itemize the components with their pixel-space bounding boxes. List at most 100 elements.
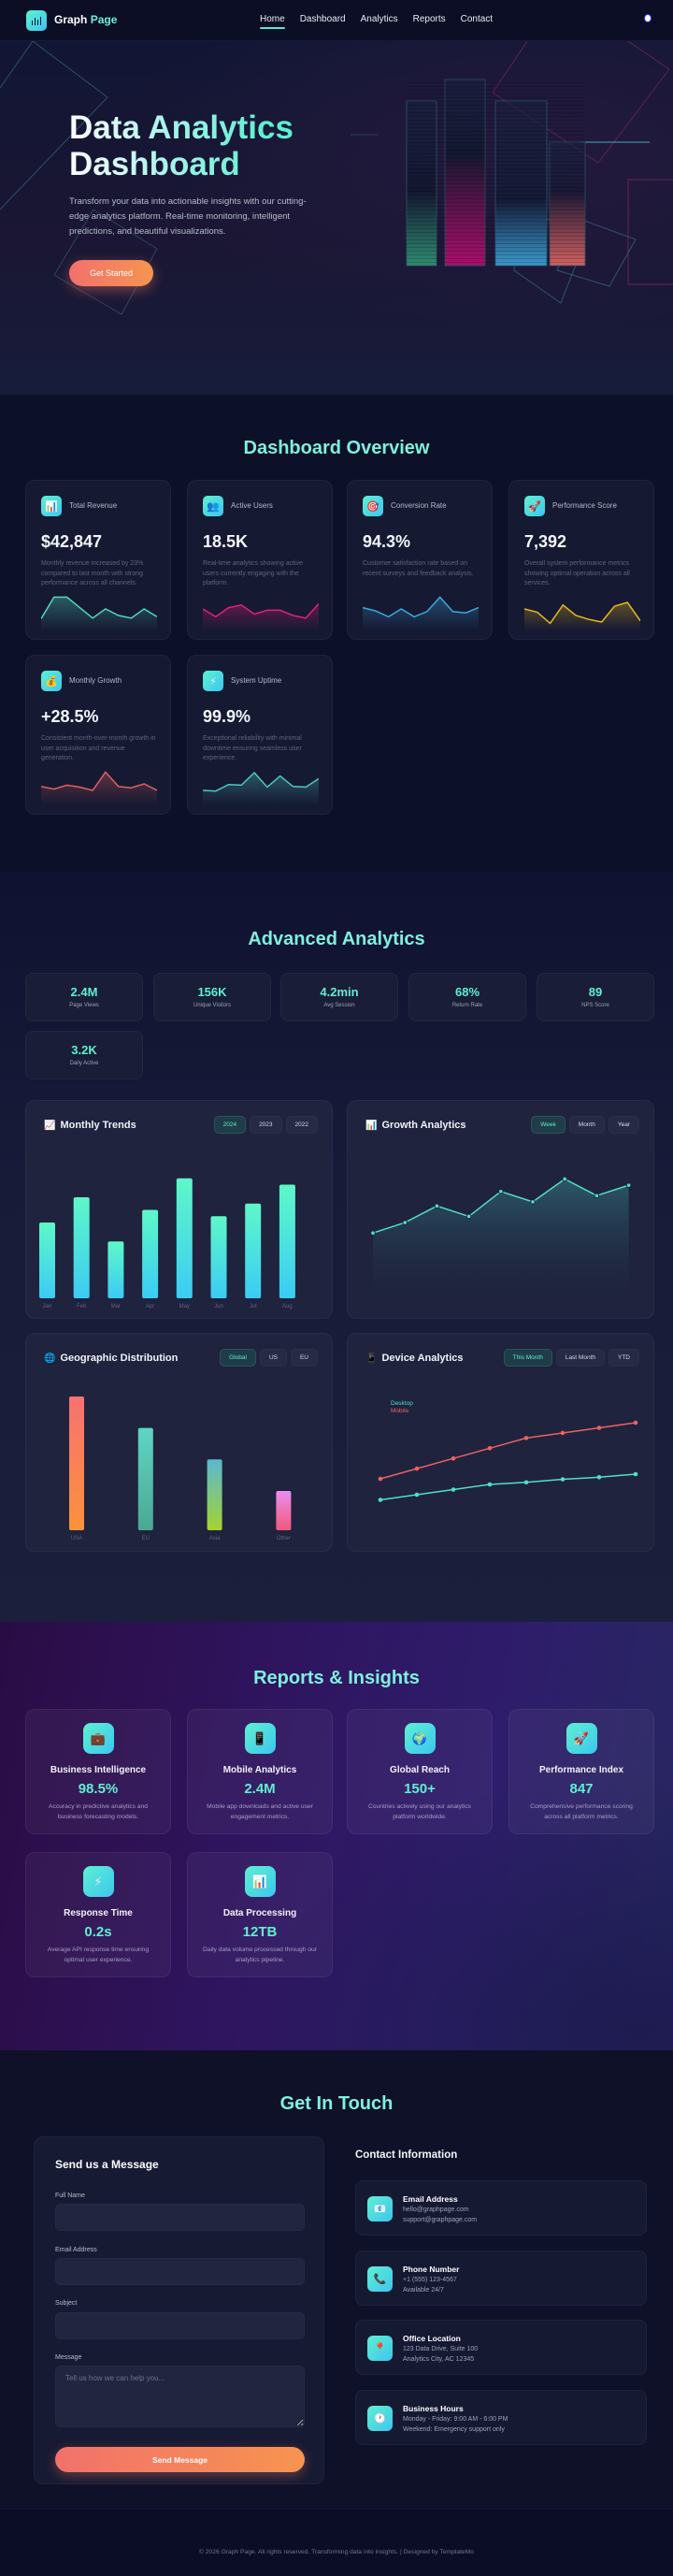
metric-card[interactable]: 💰 Monthly Growth +28.5% Consistent month-ov… — [25, 655, 171, 815]
contact-info-title: Contact Information — [355, 2149, 458, 2161]
email-label: Email Address — [55, 2247, 97, 2253]
metric-card[interactable]: 🚀 Performance Score 7,392 Overall system pe… — [508, 480, 654, 640]
nav-link-dashboard[interactable]: Dashboard — [299, 14, 346, 24]
tab-last-month[interactable]: Last Month — [555, 1349, 605, 1367]
advanced-analytics-section: Advanced Analytics 2.4M Page Views 156K Uni… — [0, 872, 673, 1622]
nav-link-home[interactable]: Home — [260, 14, 285, 29]
report-description: Average API response time ensuring optim… — [47, 1946, 150, 1963]
bar — [137, 1427, 153, 1530]
mobile-icon: 📱 — [244, 1723, 276, 1754]
metric-label: System Uptime — [231, 676, 282, 685]
tab-year[interactable]: Year — [608, 1116, 639, 1134]
tab-2022[interactable]: 2022 — [285, 1116, 318, 1134]
mobile-icon: 📱 — [365, 1353, 378, 1364]
metric-description: Real-time analytics showing active users… — [203, 560, 303, 586]
report-title: Global Reach — [390, 1765, 450, 1775]
reports-insights-section: Reports & Insights 💼 Business Intelligenc… — [0, 1622, 673, 2050]
stat-value: 4.2min — [320, 985, 359, 999]
sparkline — [41, 771, 157, 805]
tab-week[interactable]: Week — [531, 1116, 566, 1134]
metric-card[interactable]: 👥 Active Users 18.5K Real-time analytics sh… — [187, 480, 333, 640]
report-value: 2.4M — [244, 1781, 276, 1797]
metric-value: 94.3% — [363, 532, 411, 551]
contact-info-line[interactable]: hello@graphpage.com — [403, 2207, 469, 2213]
metric-card[interactable]: 📊 Total Revenue $42,847 Monthly revenue inc… — [25, 480, 171, 640]
metric-value: $42,847 — [41, 532, 103, 551]
get-started-button[interactable]: Get Started — [69, 260, 153, 286]
contact-info-line[interactable]: +1 (555) 123-4567 — [403, 2277, 457, 2283]
nav-link-reports[interactable]: Reports — [412, 14, 446, 24]
range-tabs: This Month Last Month YTD — [503, 1349, 639, 1367]
contact-info-line[interactable]: Monday - Friday: 9:00 AM - 6:00 PM — [403, 2416, 508, 2423]
metric-description: Customer satisfaction rate based on rece… — [363, 560, 474, 577]
legend-item: Mobile — [391, 1408, 409, 1414]
tab-us[interactable]: US — [259, 1349, 287, 1367]
section-title: Reports & Insights — [253, 1668, 420, 1688]
stat-box: 2.4M Page Views — [25, 973, 143, 1021]
data-point — [451, 1487, 456, 1492]
report-card[interactable]: 📱 Mobile Analytics 2.4M Mobile app download… — [187, 1709, 333, 1834]
chart-title: 📈 Monthly Trends — [44, 1120, 136, 1131]
metric-card[interactable]: 🎯 Conversion Rate 94.3% Customer satisfacti… — [347, 480, 493, 640]
tab-month[interactable]: Month — [568, 1116, 605, 1134]
section-title: Dashboard Overview — [243, 438, 430, 458]
bar-chart-icon: 📊 — [365, 1120, 378, 1131]
report-card[interactable]: 📊 Data Processing 12TB Daily data volume pr… — [187, 1852, 333, 1977]
metric-label: Conversion Rate — [391, 501, 447, 510]
metric-value: 18.5K — [203, 532, 249, 551]
data-point — [530, 1199, 536, 1205]
logo-chart-icon[interactable] — [26, 10, 47, 31]
report-title: Data Processing — [222, 1908, 297, 1918]
contact-info-heading: Phone Number — [403, 2265, 460, 2274]
contact-info-line: Analytics City, AC 12345 — [403, 2356, 475, 2363]
send-message-button[interactable]: Send Message — [55, 2447, 305, 2472]
stat-label: Daily Active — [69, 1061, 99, 1066]
contact-info-line[interactable]: 123 Data Drive, Suite 100 — [403, 2346, 479, 2352]
report-title: Performance Index — [538, 1765, 624, 1775]
bar — [107, 1241, 124, 1298]
legend-item: Desktop — [391, 1400, 413, 1407]
data-point — [465, 1213, 472, 1220]
report-card[interactable]: 🚀 Performance Index 847 Comprehensive perfo… — [508, 1709, 654, 1834]
data-point — [451, 1455, 456, 1461]
email-input[interactable] — [55, 2258, 305, 2285]
tab-eu[interactable]: EU — [290, 1349, 318, 1367]
report-card[interactable]: ⚡ Response Time 0.2s Average API response t… — [25, 1852, 171, 1977]
geographic-distribution-chart: 🌐 Geographic Distribution Global US EU US… — [25, 1333, 333, 1552]
tab-this-month[interactable]: This Month — [503, 1349, 552, 1367]
chart-title: 📱 Device Analytics — [365, 1353, 464, 1364]
data-point — [523, 1436, 529, 1440]
full-name-input[interactable] — [55, 2204, 305, 2231]
report-card[interactable]: 🌍 Global Reach 150+ Countries actively usin… — [347, 1709, 493, 1834]
stat-value: 89 — [588, 985, 603, 999]
tab-ytd[interactable]: YTD — [609, 1349, 639, 1367]
data-point — [596, 1475, 602, 1480]
rocket-icon: 🚀 — [524, 496, 545, 516]
contact-info-line: Weekend: Emergency support only — [403, 2426, 505, 2433]
nav-link-contact[interactable]: Contact — [460, 14, 494, 24]
svg-text:Jan: Jan — [43, 1304, 52, 1310]
tab-global[interactable]: Global — [220, 1349, 256, 1367]
metric-card[interactable]: ⚡ System Uptime 99.9% Exceptional reliabili… — [187, 655, 333, 815]
bar-chart-icon: 📊 — [244, 1866, 276, 1897]
message-textarea[interactable] — [55, 2366, 305, 2427]
svg-text:Aug: Aug — [282, 1304, 293, 1310]
subject-input[interactable] — [55, 2312, 305, 2339]
stat-box: 68% Return Rate — [408, 973, 526, 1021]
phone-icon: 📞 — [367, 2266, 393, 2292]
tab-2024[interactable]: 2024 — [213, 1116, 247, 1134]
nav-link-analytics[interactable]: Analytics — [360, 14, 398, 24]
hero-description: Transform your data into actionable insi… — [69, 196, 307, 237]
tab-2023[interactable]: 2023 — [250, 1116, 282, 1134]
svg-text:Asia: Asia — [209, 1536, 221, 1541]
brand-name[interactable]: Graph Page — [54, 13, 118, 26]
growth-area-plot — [370, 1176, 632, 1306]
metric-label: Total Revenue — [69, 501, 118, 510]
report-description: Daily data volume processed through our … — [203, 1946, 317, 1963]
theme-toggle-dot[interactable] — [644, 14, 652, 22]
report-value: 98.5% — [78, 1781, 119, 1797]
data-point — [414, 1466, 420, 1471]
report-card[interactable]: 💼 Business Intelligence 98.5% Accuracy in p… — [25, 1709, 171, 1834]
bar — [210, 1216, 227, 1298]
subject-label: Subject — [55, 2300, 78, 2307]
